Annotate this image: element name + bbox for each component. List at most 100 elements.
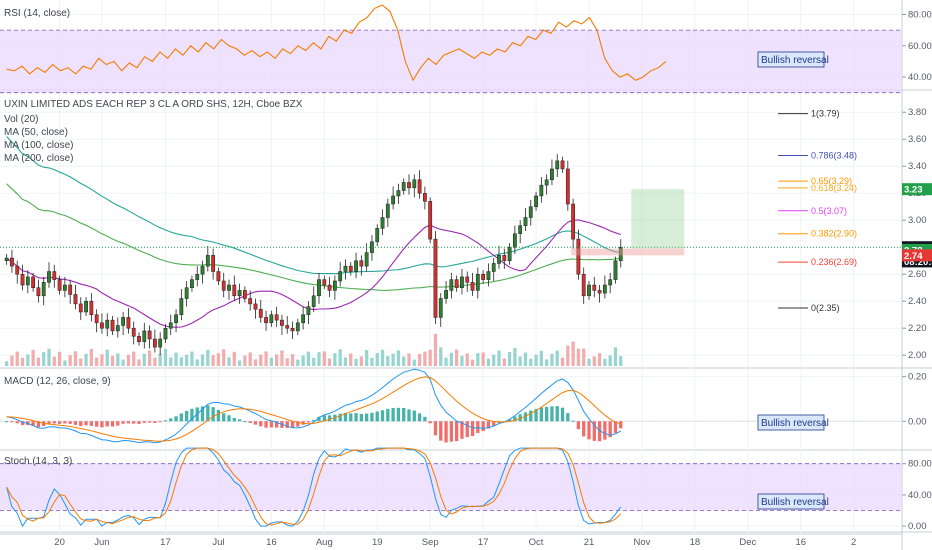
candle-body[interactable] [258, 309, 263, 318]
candle-body[interactable] [433, 238, 438, 318]
candle-body[interactable] [110, 319, 115, 332]
candle-body[interactable] [20, 273, 25, 286]
candle-body[interactable] [407, 182, 411, 189]
candle-body[interactable] [592, 284, 597, 291]
candle-body[interactable] [475, 273, 480, 291]
candle-body[interactable] [295, 322, 300, 332]
candle-body[interactable] [544, 179, 549, 186]
candle-body[interactable] [401, 182, 406, 191]
candle-body[interactable] [354, 260, 358, 272]
candle-body[interactable] [311, 295, 316, 307]
candle-body[interactable] [52, 271, 57, 280]
candle-body[interactable] [322, 279, 327, 286]
candle-body[interactable] [211, 255, 216, 272]
candle-body[interactable] [126, 317, 131, 329]
candle-body[interactable] [137, 336, 141, 342]
candle-body[interactable] [571, 203, 576, 240]
candle-body[interactable] [73, 294, 78, 305]
candle-body[interactable] [248, 298, 253, 305]
candle-body[interactable] [444, 290, 448, 299]
candle-body[interactable] [581, 273, 586, 297]
candle-body[interactable] [168, 322, 173, 329]
candle-body[interactable] [560, 160, 565, 170]
candle-body[interactable] [15, 265, 20, 275]
candle-body[interactable] [454, 279, 459, 288]
candle-body[interactable] [31, 276, 36, 288]
candle-body[interactable] [470, 282, 475, 291]
candle-body[interactable] [306, 306, 311, 315]
candle-body[interactable] [4, 257, 9, 261]
candle-body[interactable] [121, 317, 126, 326]
candle-body[interactable] [62, 284, 67, 291]
candle-body[interactable] [200, 265, 205, 275]
candle-body[interactable] [428, 201, 433, 240]
candle-body[interactable] [359, 260, 364, 267]
candle-body[interactable] [343, 265, 348, 272]
candle-body[interactable] [523, 217, 528, 226]
candle-body[interactable] [205, 255, 210, 267]
candle-body[interactable] [174, 314, 178, 324]
candle-body[interactable] [269, 314, 274, 324]
candle-body[interactable] [41, 282, 46, 297]
candle-body[interactable] [507, 246, 512, 261]
candle-body[interactable] [142, 330, 147, 342]
position-target-zone[interactable] [631, 189, 685, 249]
candle-body[interactable] [100, 322, 104, 329]
candle-body[interactable] [417, 179, 422, 194]
candle-body[interactable] [327, 284, 332, 291]
candle-body[interactable] [486, 271, 491, 280]
candle-body[interactable] [370, 241, 374, 253]
candle-body[interactable] [512, 233, 517, 248]
candle-body[interactable] [618, 246, 623, 261]
candle-body[interactable] [502, 255, 507, 261]
candle-body[interactable] [163, 327, 168, 340]
candle-body[interactable] [317, 279, 321, 297]
candle-body[interactable] [534, 195, 538, 207]
candle-body[interactable] [565, 168, 570, 205]
candle-body[interactable] [332, 280, 337, 291]
candle-body[interactable] [25, 276, 30, 286]
candle-body[interactable] [105, 319, 110, 329]
candle-body[interactable] [528, 206, 533, 218]
candle-body[interactable] [587, 284, 591, 297]
candle-body[interactable] [422, 192, 427, 202]
candle-body[interactable] [518, 225, 523, 234]
candle-body[interactable] [264, 317, 268, 324]
candle-body[interactable] [364, 252, 369, 267]
candle-body[interactable] [280, 319, 284, 326]
candle-body[interactable] [179, 298, 184, 315]
candle-body[interactable] [47, 271, 51, 283]
candle-body[interactable] [550, 168, 554, 180]
candle-body[interactable] [460, 276, 464, 288]
candle-body[interactable] [613, 260, 618, 280]
candle-body[interactable] [497, 255, 501, 264]
candle-body[interactable] [147, 330, 152, 340]
rsi-annotation-box[interactable] [757, 51, 825, 68]
candle-body[interactable] [481, 273, 486, 280]
candle-body[interactable] [391, 195, 396, 205]
candle-body[interactable] [396, 190, 401, 197]
candle-body[interactable] [216, 271, 221, 282]
candle-body[interactable] [449, 279, 454, 291]
candle-body[interactable] [57, 279, 62, 291]
candle-body[interactable] [78, 303, 83, 313]
candle-body[interactable] [412, 179, 417, 189]
candle-body[interactable] [68, 284, 73, 295]
candle-body[interactable] [274, 314, 279, 321]
candle-body[interactable] [115, 325, 120, 332]
candle-body[interactable] [438, 298, 443, 318]
candle-body[interactable] [184, 287, 189, 299]
candle-body[interactable] [242, 290, 247, 299]
candle-body[interactable] [253, 303, 258, 310]
candle-body[interactable] [576, 238, 581, 275]
candle-body[interactable] [491, 263, 496, 272]
candle-body[interactable] [597, 290, 602, 294]
candle-body[interactable] [36, 287, 41, 297]
candle-body[interactable] [195, 273, 200, 280]
candle-body[interactable] [348, 265, 353, 272]
candle-body[interactable] [190, 279, 194, 288]
stoch-annotation-box[interactable] [757, 493, 825, 510]
candle-body[interactable] [89, 300, 94, 315]
candle-body[interactable] [380, 217, 385, 229]
